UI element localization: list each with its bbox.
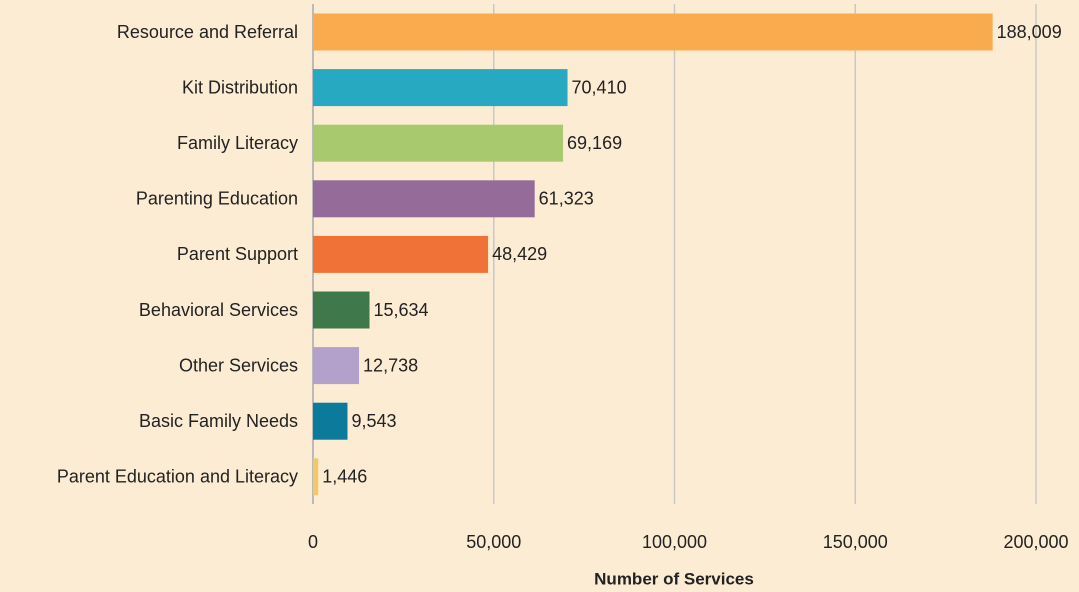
bar xyxy=(313,13,993,51)
x-tick-label: 0 xyxy=(308,532,318,552)
y-tick-label: Kit Distribution xyxy=(182,77,298,97)
bar xyxy=(313,124,564,162)
y-tick-label: Basic Family Needs xyxy=(139,411,298,431)
x-tick-label: 50,000 xyxy=(466,532,521,552)
y-tick-label: Parent Support xyxy=(177,244,298,264)
value-label: 9,543 xyxy=(351,411,396,431)
value-label: 188,009 xyxy=(997,22,1062,42)
y-tick-label: Parenting Education xyxy=(136,189,298,209)
bar xyxy=(313,180,535,218)
bar xyxy=(313,235,489,273)
x-tick-label: 100,000 xyxy=(642,532,707,552)
bar xyxy=(313,458,319,496)
bar xyxy=(313,347,360,385)
value-label: 12,738 xyxy=(363,355,418,375)
value-label: 48,429 xyxy=(492,244,547,264)
value-label: 69,169 xyxy=(567,133,622,153)
bar xyxy=(313,291,370,329)
x-tick-label: 200,000 xyxy=(1003,532,1068,552)
value-label: 61,323 xyxy=(539,189,594,209)
y-tick-label: Family Literacy xyxy=(177,133,298,153)
x-tick-label: 150,000 xyxy=(823,532,888,552)
bar xyxy=(313,69,568,107)
value-label: 1,446 xyxy=(322,467,367,487)
y-tick-label: Resource and Referral xyxy=(117,22,298,42)
bar xyxy=(313,402,348,440)
y-tick-label: Other Services xyxy=(179,355,298,375)
x-axis-title: Number of Services xyxy=(594,569,754,588)
y-tick-label: Behavioral Services xyxy=(139,300,298,320)
value-label: 70,410 xyxy=(572,77,627,97)
value-label: 15,634 xyxy=(374,300,429,320)
y-tick-label: Parent Education and Literacy xyxy=(57,467,298,487)
